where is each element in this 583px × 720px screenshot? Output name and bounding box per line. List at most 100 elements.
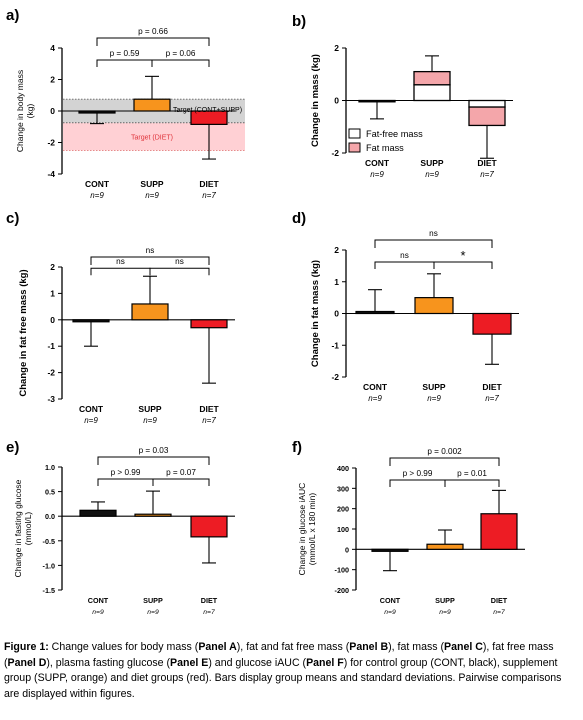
x-tick-label: DIET xyxy=(199,404,219,414)
y-tick-label: 400 xyxy=(337,464,349,473)
y-tick-label: 0.5 xyxy=(45,488,55,497)
comparison-label: p = 0.03 xyxy=(139,446,169,455)
comparison-bracket xyxy=(389,479,446,487)
comparison-bracket xyxy=(374,239,493,248)
x-tick-label: CONT xyxy=(380,596,401,605)
comparison-label: p = 0.66 xyxy=(138,27,168,36)
bar-cont xyxy=(371,548,409,552)
y-tick-label: 0 xyxy=(334,96,339,106)
comparison-bracket xyxy=(96,59,153,67)
bar-diet xyxy=(190,515,228,538)
comparison-bracket xyxy=(149,267,210,276)
y-tick-label: -3 xyxy=(47,394,55,404)
bar-cont xyxy=(78,110,116,114)
n-label: n=7 xyxy=(203,609,215,616)
y-tick-label: 0 xyxy=(50,106,55,116)
caption-bold-run: Figure 1: xyxy=(4,641,49,653)
y-tick-label: 200 xyxy=(337,505,349,514)
comparison-label: p = 0.07 xyxy=(166,468,196,477)
y-tick-label: -2 xyxy=(331,148,339,158)
n-label: n=9 xyxy=(368,394,382,403)
y-axis-label: Change in fat free mass (kg) xyxy=(18,269,29,396)
y-tick-label: 0 xyxy=(50,315,55,325)
panel-label-a: a) xyxy=(6,7,19,24)
comparison-label: ns xyxy=(400,251,409,260)
y-tick-label: -2 xyxy=(331,372,339,382)
figure-canvas: a) -4 -2 0 2 4 Change in body mass (kg) CONT n=9… xyxy=(6,7,525,616)
caption-bold-run: Panel C xyxy=(444,641,483,653)
x-tick-label: DIET xyxy=(477,158,497,168)
comparison-bracket xyxy=(90,267,151,276)
n-label: n=9 xyxy=(92,609,104,616)
legend-label: Fat mass xyxy=(366,143,404,153)
y-tick-label: -2 xyxy=(47,138,55,148)
n-label: n=9 xyxy=(370,170,384,179)
y-axis-label: Change in mass (kg) xyxy=(310,54,321,147)
panel-label-c: c) xyxy=(6,210,19,227)
comparison-bracket xyxy=(151,59,210,67)
x-tick-label: DIET xyxy=(199,179,219,189)
y-axis-label: Change in body mass xyxy=(15,70,25,152)
x-tick-label: SUPP xyxy=(140,179,163,189)
comparison-label: p = 0.59 xyxy=(110,49,140,58)
n-label: n=9 xyxy=(145,191,159,200)
y-tick-label: 2 xyxy=(334,245,339,255)
bar-fat-diet xyxy=(468,106,506,127)
y-tick-label: 0 xyxy=(334,309,339,319)
caption-bold-run: Panel E xyxy=(170,656,209,669)
legend-label: Fat-free mass xyxy=(366,129,423,139)
bar-diet xyxy=(190,319,228,329)
x-tick-label: CONT xyxy=(88,596,109,605)
n-label: n=9 xyxy=(427,394,441,403)
bar-fat-supp xyxy=(413,70,451,86)
y-axis-label: Change in fasting glucose xyxy=(13,479,23,577)
n-label: n=7 xyxy=(480,170,494,179)
n-label: n=7 xyxy=(485,394,499,403)
caption-bold-run: Panel B xyxy=(349,641,389,653)
panel-c: c) -3 -2 -1 0 1 2 Change in fat free mass (kg)… xyxy=(6,210,235,425)
y-tick-label: -1.5 xyxy=(43,586,55,595)
y-tick-label: 2 xyxy=(50,75,55,85)
panel-label-f: f) xyxy=(292,439,302,456)
comparison-bracket xyxy=(444,479,500,487)
figure-caption: Figure 1: Change values for body mass (P… xyxy=(4,640,579,702)
caption-bold-run: Panel F xyxy=(306,656,344,669)
caption-run: ), fat mass ( xyxy=(388,641,445,653)
comparison-bracket xyxy=(96,37,210,46)
y-tick-label: -1 xyxy=(331,340,339,350)
comparison-label: ns xyxy=(175,257,184,266)
y-tick-label: -200 xyxy=(335,586,349,595)
n-label: n=9 xyxy=(384,609,396,616)
comparison-bracket xyxy=(97,478,154,486)
bar-supp xyxy=(134,513,172,517)
bar-cont xyxy=(72,319,110,323)
panel-f: f) -200 -100 0 100 200 300 400 Change in glucos… xyxy=(292,439,525,616)
y-tick-label: 2 xyxy=(50,262,55,272)
y-tick-label: -1 xyxy=(47,341,55,351)
n-label: n=9 xyxy=(90,191,104,200)
bar-supp xyxy=(426,543,464,550)
y-tick-label: 4 xyxy=(50,43,55,53)
x-tick-label: CONT xyxy=(365,158,390,168)
panel-b: b) -2 0 2 Change in mass (kg) CONT n=9 SUPP n=9… xyxy=(292,13,513,179)
x-tick-label: SUPP xyxy=(138,404,161,414)
comparison-label: p = 0.002 xyxy=(427,447,462,456)
n-label: n=7 xyxy=(202,416,216,425)
y-tick-label: 1 xyxy=(50,288,55,298)
target-label-diet: Target (DIET) xyxy=(131,135,173,142)
n-label: n=7 xyxy=(493,609,505,616)
y-tick-label: 100 xyxy=(337,525,349,534)
y-tick-label: -2 xyxy=(47,368,55,378)
legend-swatch xyxy=(348,142,361,153)
bar-diet xyxy=(480,513,518,550)
panel-d: d) -2 -1 0 1 2 Change in fat mass (kg) CONT n=9… xyxy=(292,210,519,403)
x-tick-label: DIET xyxy=(482,382,502,392)
y-tick-label: 1.0 xyxy=(45,463,55,472)
n-label: n=9 xyxy=(439,609,451,616)
caption-bold-run: Panel D xyxy=(7,656,47,669)
x-tick-label: SUPP xyxy=(143,596,163,605)
bar-fat-free-supp xyxy=(413,84,451,102)
n-label: n=9 xyxy=(143,416,157,425)
comparison-bracket xyxy=(374,261,435,269)
x-tick-label: SUPP xyxy=(422,382,445,392)
